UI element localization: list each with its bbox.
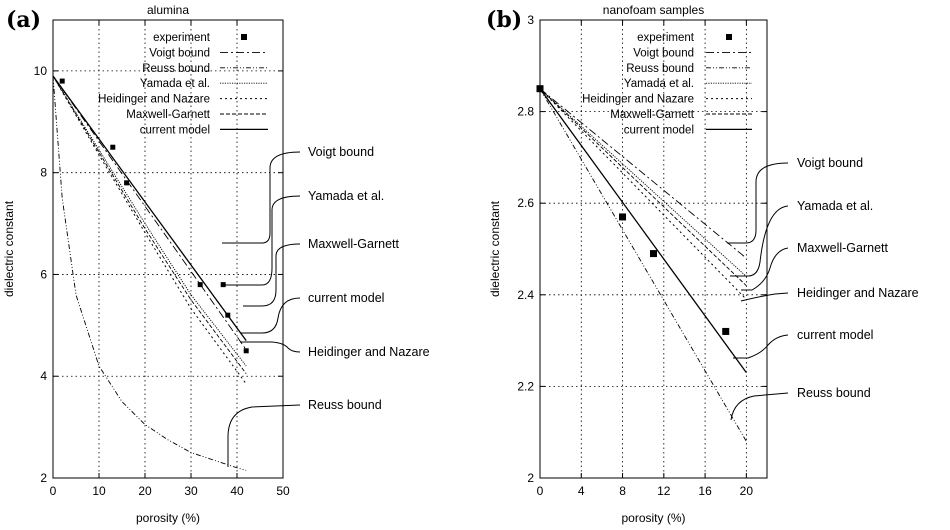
x-tick-label: 40 [230,484,244,498]
legend-label: Reuss bound [142,63,210,75]
annotation-label: Voigt bound [308,145,374,159]
annotation-leader [730,205,789,277]
series-line-maxwell-garnett [539,88,747,286]
legend-marker-experiment [726,34,732,40]
panel-label: (b) [486,7,522,33]
x-tick-label: 50 [276,484,290,498]
y-tick-label: 8 [40,166,47,180]
annotation-label: Voigt bound [797,156,863,170]
chart-panel-a: 0 10 20 30 40 50 2 4 6 8 10 porosity (%) dielectric … [2,3,430,525]
legend-label: experiment [637,32,695,44]
experiment-point [110,144,116,150]
y-axis-label: dielectric constant [2,200,16,297]
y-tick-label: 10 [34,64,48,78]
x-tick-label: 4 [578,484,585,498]
annotation-leader [240,341,301,353]
series-line-reuss-bound [539,88,747,442]
legend-label: Heidinger and Nazare [98,94,210,106]
series-line-yamada-et-al [539,88,747,277]
y-tick-label: 2.6 [517,196,534,210]
y-tick-label: 2.4 [517,288,534,302]
y-tick-label: 2.8 [517,105,534,119]
legend-label: Reuss bound [626,63,694,75]
legend-label: Heidinger and Nazare [582,94,694,106]
series-line-voigt-bound [52,75,247,351]
legend-label: experiment [153,32,211,44]
experiment-point [650,250,657,258]
x-axis-label: porosity (%) [621,511,685,525]
chart-title: alumina [147,3,189,17]
plot-frame [539,19,768,479]
series-line-heidinger-and-nazare [539,88,747,300]
annotation-label: Heidinger and Nazare [308,345,430,359]
x-tick-label: 8 [619,484,626,498]
experiment-point [722,327,730,335]
annotation-label: Maxwell-Garnett [797,241,889,255]
x-axis-label: porosity (%) [136,511,200,525]
plot-frame [52,19,284,479]
annotation-leader [222,195,301,286]
annotation-leader [222,151,301,244]
x-tick-label: 10 [92,484,106,498]
series-line-yamada-et-al [52,75,247,367]
x-tick-label: 0 [537,484,544,498]
y-tick-label: 3 [527,13,534,27]
annotation-leader [733,334,789,359]
annotation-label: Maxwell-Garnett [308,237,400,251]
y-tick-label: 2 [527,471,534,485]
x-tick-label: 0 [50,484,57,498]
annotation-leader [243,243,301,307]
chart-panel-b: 0 4 8 12 16 20 2 2.2 2.4 2.6 2.8 3 porosity (%) diele… [486,3,919,525]
legend-label: Yamada et al. [140,78,210,90]
annotation-label: Yamada et al. [308,189,384,203]
annotation-label: Reuss bound [797,386,871,400]
legend-label: Maxwell-Garnett [610,109,695,121]
legend-marker-experiment [241,34,247,40]
y-tick-label: 4 [40,369,47,383]
legend-label: Yamada et al. [624,78,694,90]
x-tick-label: 20 [740,484,754,498]
experiment-point [124,180,130,186]
series-line-heidinger-and-nazare [52,75,247,385]
series-line-current-model [539,88,747,374]
annotation-leader [727,162,789,244]
y-tick-label: 2.2 [517,379,534,393]
annotation-leader [227,404,301,467]
annotation-leader [240,297,301,334]
annotation-label: Yamada et al. [797,199,873,213]
annotation-leader [741,247,789,291]
annotation-label: current model [797,328,873,342]
legend-label: Maxwell-Garnett [126,109,211,121]
annotation-label: current model [308,291,384,305]
legend-label: current model [624,124,694,136]
series-line-reuss-bound [52,75,247,471]
annotation-label: Heidinger and Nazare [797,286,919,300]
y-tick-label: 6 [40,267,47,281]
experiment-point [619,213,627,221]
y-axis-label: dielectric constant [488,200,502,297]
series-line-voigt-bound [539,88,747,259]
y-tick-label: 2 [40,471,47,485]
x-tick-label: 30 [184,484,198,498]
legend-label: current model [140,124,210,136]
panel-label: (a) [6,7,41,33]
x-tick-label: 12 [657,484,671,498]
x-tick-label: 16 [698,484,712,498]
legend-label: Voigt bound [149,47,210,59]
experiment-point [59,78,65,84]
series-line-current-model [52,75,247,341]
annotation-label: Reuss bound [308,398,382,412]
legend-label: Voigt bound [633,47,694,59]
experiment-point [197,282,203,288]
x-tick-label: 20 [138,484,152,498]
chart-title: nanofoam samples [603,3,704,17]
annotation-leader [740,292,789,302]
annotation-leader [730,392,789,421]
experiment-point [243,348,249,354]
